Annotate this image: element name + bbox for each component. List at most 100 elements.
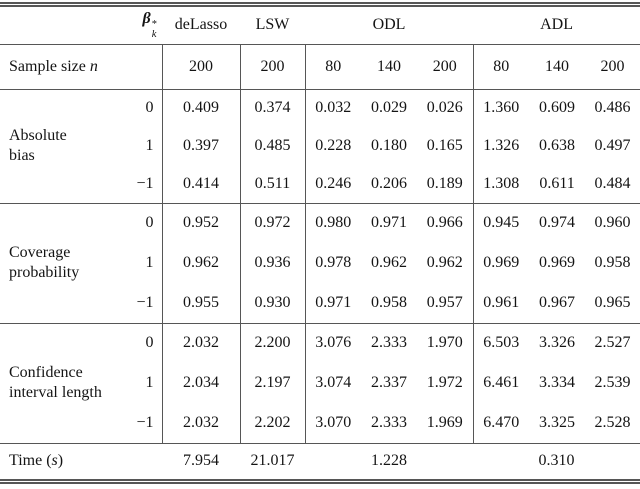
sample-size-value: 80: [305, 44, 361, 90]
value-cell: 6.470: [473, 403, 530, 444]
value-cell: 1.969: [417, 403, 474, 444]
value-cell: 0.484: [585, 165, 640, 204]
section-label-absolute-bias: Absolute bias: [0, 89, 104, 204]
beta-symbol: β: [142, 9, 151, 27]
results-table: β * k deLasso LSW ODL ADL Sample size n 20…: [0, 7, 640, 479]
value-cell: 0.980: [315, 214, 352, 232]
value-cell: 0.930: [240, 283, 306, 324]
time-label-close: ): [57, 452, 64, 470]
value-cell: 0.957: [417, 283, 474, 324]
time-label: Time (s): [0, 443, 162, 479]
value-cell: 0.962: [162, 243, 241, 283]
sample-size-value: 80: [473, 44, 530, 90]
value-cell: 0.969: [483, 254, 520, 271]
value-cell: 0.611: [529, 165, 586, 204]
beta-value: 1: [104, 363, 163, 403]
header-empty-cell: [0, 7, 104, 45]
section-label-line: bias: [9, 147, 35, 164]
sample-size-value: 200: [162, 44, 241, 90]
section-label-line: interval length: [9, 384, 102, 401]
beta-column-header: β * k: [104, 7, 162, 45]
value-cell: 0.952: [162, 203, 241, 243]
value-cell: 0.246: [305, 165, 361, 204]
beta-value: −1: [104, 165, 163, 204]
value-cell: 0.961: [473, 283, 530, 324]
value-cell: 0.965: [585, 283, 640, 324]
header-row: β * k deLasso LSW ODL ADL: [0, 7, 640, 45]
value-cell: 0.189: [417, 165, 474, 204]
value-cell: 0.029: [371, 99, 407, 117]
beta-value: 0: [104, 89, 163, 127]
beta-superscript: *: [151, 18, 157, 30]
value-cell: 2.527: [594, 334, 631, 352]
value-cell: 1.326: [483, 137, 520, 154]
value-cell: 2.034: [162, 363, 241, 403]
s-variable: s: [51, 452, 58, 470]
value-cell: 2.200: [240, 323, 306, 363]
method-header-lsw: LSW: [240, 7, 305, 45]
time-value-lsw: 21.017: [250, 452, 295, 470]
beta-value: 1: [104, 243, 163, 283]
value-cell: 0.206: [361, 165, 417, 204]
section-label-line: probability: [9, 264, 80, 281]
table-row: 1 2.034 2.197 3.074 2.337 1.972 6.461 3.…: [0, 363, 640, 403]
table-row: 1 0.962 0.936 0.978 0.962 0.962 0.969 0.…: [0, 243, 640, 283]
table-row: 1 0.397 0.485 0.228 0.180 0.165 1.326 0.…: [0, 127, 640, 165]
value-cell: 2.337: [371, 374, 407, 391]
value-cell: 0.228: [315, 137, 352, 154]
time-value-odl: 1.228: [371, 452, 408, 470]
beta-value: −1: [104, 403, 163, 444]
sample-size-text: Sample size: [9, 57, 86, 75]
value-cell: 0.969: [539, 254, 576, 271]
section-label-line: Coverage: [9, 244, 71, 261]
value-cell: 0.026: [417, 89, 474, 127]
value-cell: 3.326: [539, 334, 576, 352]
sample-size-value: 140: [361, 44, 417, 90]
value-cell: 1.308: [473, 165, 530, 204]
value-cell: 2.197: [240, 363, 306, 403]
time-value-adl: 0.310: [538, 452, 575, 470]
sample-size-value: 200: [240, 44, 306, 90]
value-cell: 0.485: [240, 127, 306, 165]
value-cell: 0.165: [417, 127, 474, 165]
value-cell: 0.962: [417, 243, 474, 283]
value-cell: 0.638: [539, 137, 576, 154]
method-header-adl: ADL: [473, 7, 640, 45]
value-cell: 0.962: [371, 254, 407, 271]
value-cell: 0.409: [162, 89, 241, 127]
value-cell: 2.032: [162, 403, 241, 444]
time-value-delasso: 7.954: [183, 452, 219, 470]
beta-value: 1: [104, 127, 163, 165]
n-variable: n: [89, 57, 98, 75]
value-cell: 1.972: [417, 363, 474, 403]
method-header-delasso: deLasso: [162, 7, 240, 45]
value-cell: 0.960: [594, 214, 631, 232]
section-label-line: Confidence: [9, 364, 83, 381]
table-row: Absolute bias 0 0.409 0.374 0.032 0.029 0…: [0, 89, 640, 204]
value-cell: 0.032: [315, 99, 352, 117]
table-row: −1 2.032 2.202 3.070 2.333 1.969 6.470 3…: [0, 403, 640, 444]
value-cell: 0.486: [594, 99, 631, 117]
value-cell: 0.180: [371, 137, 407, 154]
beta-value: 0: [104, 323, 163, 363]
time-row: Time (s) 7.954 21.017 1.228 0.310: [0, 443, 640, 479]
sample-size-label: Sample size n: [0, 44, 163, 90]
value-cell: 0.971: [371, 214, 407, 232]
method-header-odl: ODL: [305, 7, 474, 45]
value-cell: 2.528: [585, 403, 640, 444]
value-cell: 0.609: [539, 99, 576, 117]
table-row: −1 0.955 0.930 0.971 0.958 0.957 0.961 0…: [0, 283, 640, 324]
value-cell: 2.333: [371, 334, 407, 352]
sample-size-value: 200: [585, 44, 640, 90]
value-cell: 6.503: [483, 334, 520, 352]
section-label-coverage-probability: Coverage probability: [0, 203, 104, 324]
value-cell: 0.972: [240, 203, 306, 243]
value-cell: 0.958: [594, 254, 631, 271]
value-cell: 0.978: [315, 254, 352, 271]
beta-value: −1: [104, 283, 163, 324]
value-cell: 0.497: [594, 137, 631, 154]
value-cell: 2.202: [240, 403, 306, 444]
value-cell: 2.333: [361, 403, 417, 444]
table-row: −1 0.414 0.511 0.246 0.206 0.189 1.308 0…: [0, 165, 640, 204]
